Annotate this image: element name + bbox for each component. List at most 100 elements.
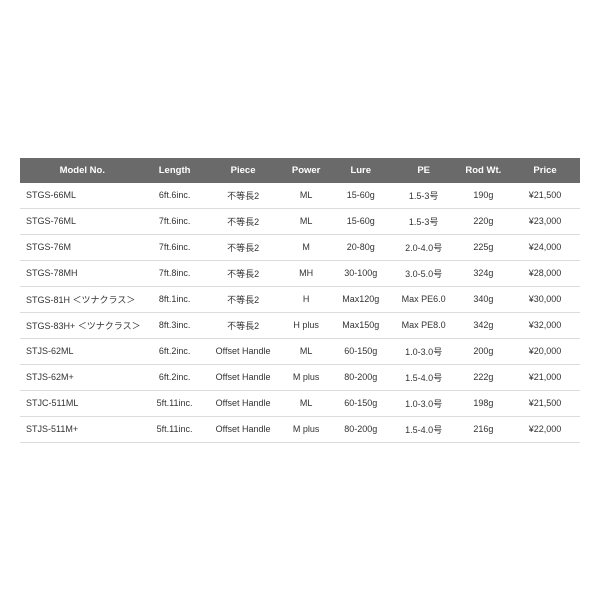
cell-lure: 15-60g: [331, 208, 391, 234]
table-row: STGS-66ML 6ft.6inc. 不等長2 ML 15-60g 1.5-3…: [20, 183, 580, 209]
col-header-power: Power: [282, 158, 331, 183]
cell-length: 5ft.11inc.: [145, 416, 205, 442]
cell-model: STJS-62ML: [20, 338, 145, 364]
col-header-length: Length: [145, 158, 205, 183]
cell-lure: 60-150g: [331, 390, 391, 416]
col-header-pe: PE: [391, 158, 457, 183]
cell-length: 7ft.6inc.: [145, 208, 205, 234]
cell-piece: Offset Handle: [205, 416, 282, 442]
cell-price: ¥30,000: [510, 286, 580, 312]
cell-power: ML: [282, 390, 331, 416]
col-header-model: Model No.: [20, 158, 145, 183]
cell-piece: Offset Handle: [205, 364, 282, 390]
table-row: STJS-62ML 6ft.2inc. Offset Handle ML 60-…: [20, 338, 580, 364]
col-header-piece: Piece: [205, 158, 282, 183]
col-header-price: Price: [510, 158, 580, 183]
cell-power: M plus: [282, 416, 331, 442]
cell-pe: 2.0-4.0号: [391, 234, 457, 260]
cell-power: ML: [282, 338, 331, 364]
cell-power: MH: [282, 260, 331, 286]
cell-piece: 不等長2: [205, 183, 282, 209]
cell-wt: 190g: [457, 183, 510, 209]
cell-pe: 1.0-3.0号: [391, 390, 457, 416]
table-row: STGS-76ML 7ft.6inc. 不等長2 ML 15-60g 1.5-3…: [20, 208, 580, 234]
cell-piece: 不等長2: [205, 312, 282, 338]
cell-lure: Max150g: [331, 312, 391, 338]
cell-power: H plus: [282, 312, 331, 338]
cell-length: 7ft.6inc.: [145, 234, 205, 260]
cell-power: M plus: [282, 364, 331, 390]
cell-wt: 216g: [457, 416, 510, 442]
cell-pe: 1.5-3号: [391, 183, 457, 209]
table-row: STGS-83H+ ＜ツナクラス＞ 8ft.3inc. 不等長2 H plus …: [20, 312, 580, 338]
cell-power: ML: [282, 208, 331, 234]
cell-piece: 不等長2: [205, 286, 282, 312]
cell-lure: 20-80g: [331, 234, 391, 260]
cell-model: STJS-62M+: [20, 364, 145, 390]
cell-price: ¥20,000: [510, 338, 580, 364]
col-header-wt: Rod Wt.: [457, 158, 510, 183]
cell-wt: 342g: [457, 312, 510, 338]
spec-table-container: Model No. Length Piece Power Lure PE Rod…: [20, 158, 580, 443]
cell-wt: 220g: [457, 208, 510, 234]
cell-piece: Offset Handle: [205, 390, 282, 416]
cell-pe: 1.5-4.0号: [391, 416, 457, 442]
cell-length: 8ft.1inc.: [145, 286, 205, 312]
cell-model: STGS-76ML: [20, 208, 145, 234]
cell-wt: 324g: [457, 260, 510, 286]
cell-pe: 1.5-3号: [391, 208, 457, 234]
cell-lure: 80-200g: [331, 416, 391, 442]
cell-wt: 340g: [457, 286, 510, 312]
cell-wt: 198g: [457, 390, 510, 416]
cell-pe: 3.0-5.0号: [391, 260, 457, 286]
cell-piece: 不等長2: [205, 208, 282, 234]
cell-power: H: [282, 286, 331, 312]
cell-price: ¥23,000: [510, 208, 580, 234]
cell-piece: 不等長2: [205, 234, 282, 260]
cell-length: 5ft.11inc.: [145, 390, 205, 416]
cell-lure: Max120g: [331, 286, 391, 312]
cell-length: 7ft.8inc.: [145, 260, 205, 286]
cell-length: 8ft.3inc.: [145, 312, 205, 338]
table-row: STJS-511M+ 5ft.11inc. Offset Handle M pl…: [20, 416, 580, 442]
cell-power: ML: [282, 183, 331, 209]
table-row: STGS-81H ＜ツナクラス＞ 8ft.1inc. 不等長2 H Max120…: [20, 286, 580, 312]
table-row: STJS-62M+ 6ft.2inc. Offset Handle M plus…: [20, 364, 580, 390]
table-row: STGS-76M 7ft.6inc. 不等長2 M 20-80g 2.0-4.0…: [20, 234, 580, 260]
cell-model: STJS-511M+: [20, 416, 145, 442]
cell-model: STGS-66ML: [20, 183, 145, 209]
cell-piece: Offset Handle: [205, 338, 282, 364]
table-body: STGS-66ML 6ft.6inc. 不等長2 ML 15-60g 1.5-3…: [20, 183, 580, 443]
cell-price: ¥22,000: [510, 416, 580, 442]
cell-model: STGS-76M: [20, 234, 145, 260]
cell-lure: 15-60g: [331, 183, 391, 209]
col-header-lure: Lure: [331, 158, 391, 183]
cell-model: STJC-511ML: [20, 390, 145, 416]
cell-model: STGS-83H+ ＜ツナクラス＞: [20, 312, 145, 338]
cell-lure: 80-200g: [331, 364, 391, 390]
table-header-row: Model No. Length Piece Power Lure PE Rod…: [20, 158, 580, 183]
cell-length: 6ft.2inc.: [145, 364, 205, 390]
cell-piece: 不等長2: [205, 260, 282, 286]
cell-price: ¥32,000: [510, 312, 580, 338]
cell-lure: 30-100g: [331, 260, 391, 286]
cell-length: 6ft.6inc.: [145, 183, 205, 209]
cell-model: STGS-78MH: [20, 260, 145, 286]
table-row: STJC-511ML 5ft.11inc. Offset Handle ML 6…: [20, 390, 580, 416]
cell-price: ¥24,000: [510, 234, 580, 260]
cell-pe: 1.0-3.0号: [391, 338, 457, 364]
cell-pe: Max PE6.0: [391, 286, 457, 312]
cell-wt: 200g: [457, 338, 510, 364]
cell-lure: 60-150g: [331, 338, 391, 364]
cell-price: ¥28,000: [510, 260, 580, 286]
cell-pe: Max PE8.0: [391, 312, 457, 338]
table-row: STGS-78MH 7ft.8inc. 不等長2 MH 30-100g 3.0-…: [20, 260, 580, 286]
cell-length: 6ft.2inc.: [145, 338, 205, 364]
cell-wt: 225g: [457, 234, 510, 260]
cell-pe: 1.5-4.0号: [391, 364, 457, 390]
spec-table: Model No. Length Piece Power Lure PE Rod…: [20, 158, 580, 443]
cell-price: ¥21,000: [510, 364, 580, 390]
cell-power: M: [282, 234, 331, 260]
cell-model: STGS-81H ＜ツナクラス＞: [20, 286, 145, 312]
cell-price: ¥21,500: [510, 390, 580, 416]
